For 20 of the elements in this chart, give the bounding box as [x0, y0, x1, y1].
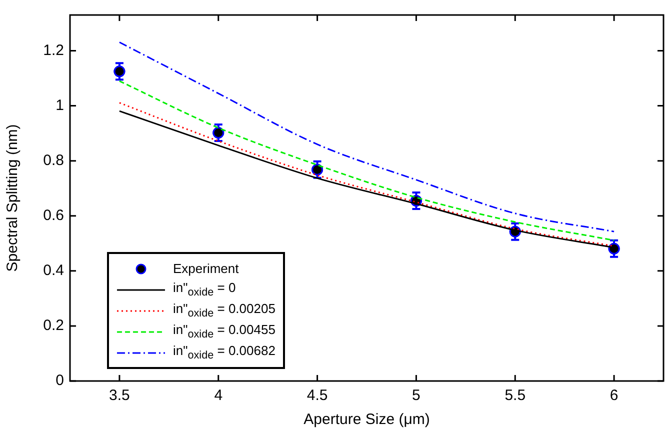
y-tick-label: 0.6 [43, 207, 64, 224]
legend-label: in"$_{oxide}$ = 0.00455 [173, 322, 276, 341]
y-tick-label: 0.2 [43, 317, 64, 334]
x-tick-label: 6 [610, 387, 618, 404]
x-axis-title: Aperture Size (μm) [304, 411, 430, 428]
y-axis-title: Spectral Splitting (nm) [4, 124, 22, 272]
y-tick-label: 0 [56, 372, 64, 390]
legend-label: in"$_{oxide}$ = 0.00205 [173, 301, 276, 320]
legend-label: in"$_{oxide}$ = 0.00682 [173, 343, 276, 362]
legend-label: in"$_{oxide}$ = 0 [173, 280, 236, 299]
x-tick-label: 4.5 [306, 387, 328, 404]
legend-label: Experiment [173, 261, 239, 276]
x-tick-label: 3.5 [109, 387, 130, 404]
y-tick-label: 1.2 [43, 42, 64, 59]
y-tick-label: 0.8 [43, 152, 64, 169]
x-tick-label: 5.5 [504, 387, 526, 404]
x-tick-label: 4 [214, 387, 223, 404]
y-tick-label: 1 [56, 96, 64, 114]
y-tick-label: 0.4 [43, 262, 64, 280]
x-tick-label: 5 [412, 387, 420, 404]
